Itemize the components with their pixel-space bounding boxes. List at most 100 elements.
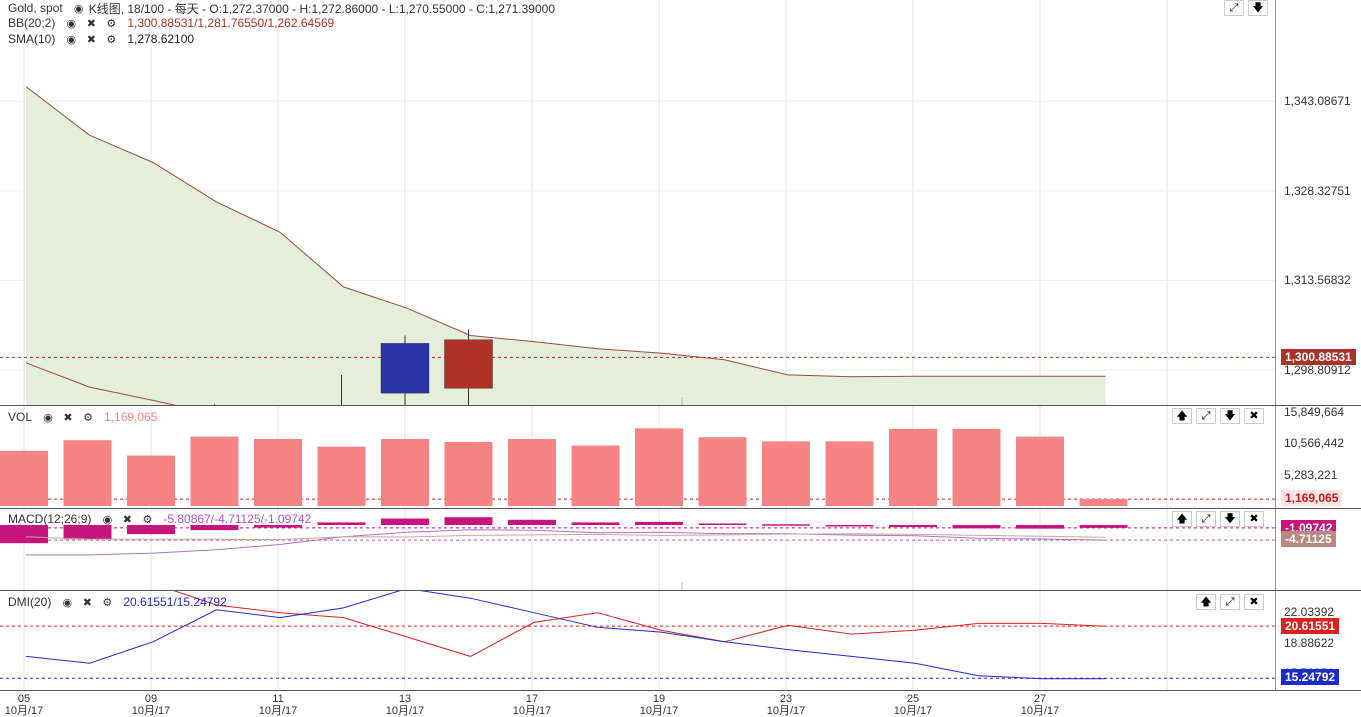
axis-tick-label: 5,283,221 bbox=[1284, 467, 1338, 482]
move-down-icon[interactable]: 🡇 bbox=[1220, 511, 1240, 527]
header-legend: Gold, spot ◉ K线图, 18/100 - 每天 - O:1,272.… bbox=[8, 0, 561, 16]
volume-bar bbox=[254, 438, 302, 506]
dmi-pane[interactable] bbox=[0, 591, 1275, 690]
close-icon[interactable]: ✖ bbox=[82, 596, 92, 609]
sma-value: 1,278.62100 bbox=[127, 32, 195, 46]
gear-icon[interactable]: ⚙ bbox=[102, 596, 113, 609]
volume-bar bbox=[825, 441, 874, 506]
candle-body bbox=[444, 339, 493, 389]
eye-icon[interactable]: ◉ bbox=[66, 17, 77, 30]
macd-pane-controls: 🡅 ⤢ 🡇 ✖ bbox=[1172, 511, 1264, 527]
macd-axis: 0.00000-5.80867-1.09742-4.71125 bbox=[1275, 509, 1361, 590]
time-axis-label: 27 10月/17 bbox=[1020, 693, 1060, 717]
axis-tick-label: 1,343.08671 bbox=[1284, 94, 1351, 109]
sma-legend: SMA(10) ◉ ✖ ⚙ 1,278.62100 bbox=[8, 31, 194, 47]
close-icon[interactable]: ✖ bbox=[63, 411, 73, 424]
axis-value-badge: 1,300.88531 bbox=[1281, 349, 1356, 366]
symbol-name: Gold, spot bbox=[8, 1, 63, 15]
ohlc-readout: K线图, 18/100 - 每天 - O:1,272.37000 - H:1,2… bbox=[88, 1, 556, 16]
volume-bar bbox=[444, 441, 493, 506]
volume-bar bbox=[889, 428, 937, 506]
time-axis-label: 05 10月/17 bbox=[4, 693, 44, 717]
macd-histogram-bar bbox=[254, 525, 302, 528]
volume-bar bbox=[0, 450, 48, 506]
maximize-icon[interactable]: ⤢ bbox=[1196, 408, 1216, 424]
volume-bar bbox=[571, 445, 620, 506]
axis-tick-label: 18.88622 bbox=[1284, 635, 1335, 650]
move-down-icon[interactable]: 🡇 bbox=[1248, 0, 1268, 16]
dmi-pane-controls: 🡅 ⤢ ✖ bbox=[1196, 594, 1264, 610]
x-axis-divider bbox=[0, 690, 1361, 691]
price-chart-pane[interactable] bbox=[0, 0, 1275, 405]
macd-histogram-bar bbox=[190, 525, 239, 531]
volume-bar bbox=[508, 438, 556, 506]
price-chart-svg bbox=[0, 0, 1275, 405]
maximize-icon[interactable]: ⤢ bbox=[1220, 594, 1240, 610]
eye-icon[interactable]: ◉ bbox=[43, 411, 53, 424]
pane-divider[interactable] bbox=[0, 405, 1361, 406]
price-axis: 1,343.08671 1,328.32751 1,313.56832 1,298.8… bbox=[1275, 0, 1361, 646]
macd-line bbox=[26, 529, 1106, 556]
drag-handle[interactable]: ⁞ bbox=[680, 397, 684, 408]
volume-bar bbox=[698, 437, 747, 506]
maximize-icon[interactable]: ⤢ bbox=[1224, 0, 1244, 16]
drag-handle[interactable]: ⁞ bbox=[680, 582, 684, 593]
gear-icon[interactable]: ⚙ bbox=[106, 33, 117, 46]
dmi-chart-svg bbox=[0, 591, 1275, 690]
axis-tick-label: 22.03392 bbox=[1284, 605, 1335, 620]
time-axis-label: 09 10月/17 bbox=[131, 693, 171, 717]
macd-histogram-bar bbox=[952, 525, 1001, 529]
bb-name: BB(20;2) bbox=[8, 16, 56, 30]
close-icon[interactable]: ✖ bbox=[122, 513, 132, 526]
macd-histogram-bar bbox=[127, 525, 175, 535]
axis-value-badge: 20.61551 bbox=[1281, 618, 1340, 635]
axis-value-badge: -4.71125 bbox=[1281, 531, 1336, 548]
close-icon[interactable]: ✖ bbox=[86, 33, 96, 46]
close-icon[interactable]: ✖ bbox=[1244, 511, 1264, 527]
move-up-icon[interactable]: 🡅 bbox=[1172, 511, 1192, 527]
bollinger-band-fill bbox=[26, 86, 1106, 405]
dmi-value: 20.61551/15.24792 bbox=[123, 595, 227, 609]
axis-tick-label: 1,298.80912 bbox=[1284, 363, 1351, 378]
volume-axis: 15,849,664 10,566,442 5,283,221 1,169,065 bbox=[1275, 405, 1361, 508]
macd-histogram-bar bbox=[63, 525, 112, 540]
move-up-icon[interactable]: 🡅 bbox=[1196, 594, 1216, 610]
gear-icon[interactable]: ⚙ bbox=[106, 17, 117, 30]
axis-tick-label: 1,313.56832 bbox=[1284, 273, 1351, 288]
eye-icon[interactable]: ◉ bbox=[102, 513, 113, 526]
macd-pane[interactable] bbox=[0, 509, 1275, 590]
gear-icon[interactable]: ⚙ bbox=[142, 513, 153, 526]
axis-tick-label: 1,328.32751 bbox=[1284, 183, 1351, 198]
macd-histogram-bar bbox=[698, 523, 747, 525]
maximize-icon[interactable]: ⤢ bbox=[1196, 511, 1216, 527]
macd-legend: MACD(12;26;9) ◉ ✖ ⚙ -5.80867/-4.71125/-1… bbox=[8, 511, 311, 527]
pane-divider[interactable] bbox=[0, 590, 1361, 591]
volume-bar bbox=[63, 440, 112, 506]
macd-histogram-bar bbox=[0, 525, 48, 544]
gear-icon[interactable]: ⚙ bbox=[83, 411, 93, 424]
pane-divider[interactable] bbox=[0, 508, 1361, 509]
close-icon[interactable]: ✖ bbox=[1244, 408, 1264, 424]
vol-legend: VOL ◉ ✖ ⚙ 1,169,065 bbox=[8, 409, 157, 425]
time-axis-label: 17 10月/17 bbox=[512, 693, 552, 717]
close-icon[interactable]: ✖ bbox=[86, 17, 96, 30]
macd-histogram-bar bbox=[444, 517, 493, 525]
time-axis-label: 23 10月/17 bbox=[766, 693, 806, 717]
axis-tick-label: 15,849,664 bbox=[1284, 405, 1345, 419]
drag-handle[interactable]: ⁞ bbox=[680, 500, 684, 511]
volume-pane[interactable] bbox=[0, 406, 1275, 508]
bb-legend: BB(20;2) ◉ ✖ ⚙ 1,300.88531/1,281.76550/1… bbox=[8, 15, 334, 31]
volume-bar bbox=[127, 455, 175, 506]
close-icon[interactable]: ✖ bbox=[1244, 594, 1264, 610]
eye-icon[interactable]: ◉ bbox=[66, 33, 77, 46]
move-down-icon[interactable]: 🡇 bbox=[1220, 408, 1240, 424]
eye-icon[interactable]: ◉ bbox=[73, 2, 84, 15]
volume-bar bbox=[635, 428, 683, 506]
eye-icon[interactable]: ◉ bbox=[62, 596, 73, 609]
candle-body bbox=[380, 343, 430, 394]
macd-histogram-bar bbox=[1079, 525, 1128, 528]
move-up-icon[interactable]: 🡅 bbox=[1172, 408, 1192, 424]
bb-upper-line bbox=[25, 86, 1106, 378]
macd-signal-line bbox=[25, 533, 1106, 541]
bb-value: 1,300.88531/1,281.76550/1,262.64569 bbox=[127, 16, 335, 30]
